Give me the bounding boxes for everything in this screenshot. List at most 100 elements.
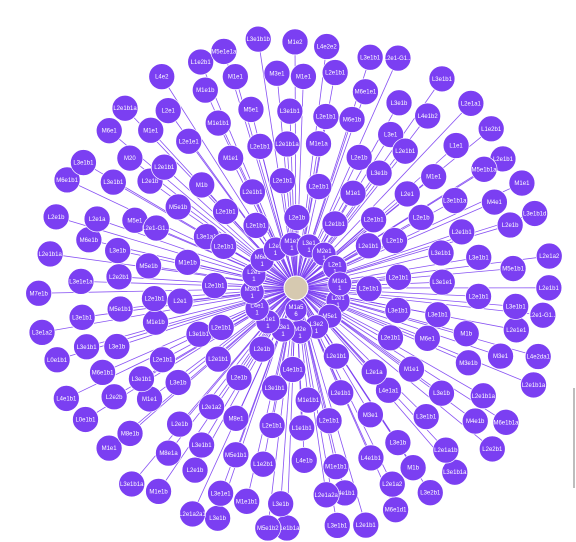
graph-node[interactable]: M1b: [399, 454, 427, 482]
graph-node[interactable]: L2e1e1: [502, 316, 530, 344]
graph-node[interactable]: M1e1b: [145, 478, 172, 505]
graph-node[interactable]: L3e1b1: [128, 365, 155, 393]
node-circle[interactable]: [457, 90, 485, 117]
node-circle[interactable]: [222, 441, 250, 469]
node-circle[interactable]: [496, 211, 524, 239]
graph-node[interactable]: L4e1b2: [414, 102, 442, 130]
node-circle[interactable]: [378, 470, 406, 498]
graph-node[interactable]: L3e1b1: [356, 43, 384, 71]
node-circle[interactable]: [207, 479, 234, 507]
node-circle[interactable]: [70, 149, 97, 176]
graph-node[interactable]: L2e1a: [83, 205, 111, 233]
node-circle[interactable]: [207, 314, 235, 341]
node-circle[interactable]: [52, 385, 80, 412]
node-circle[interactable]: [73, 333, 100, 361]
node-circle[interactable]: [478, 435, 506, 463]
node-circle[interactable]: [248, 335, 276, 363]
node-circle[interactable]: [221, 63, 249, 91]
node-circle[interactable]: [210, 38, 238, 65]
node-circle[interactable]: [116, 144, 144, 172]
graph-node[interactable]: L2e1b: [166, 410, 193, 438]
graph-node[interactable]: L3e1b1: [73, 333, 100, 361]
graph-node[interactable]: M7e1b: [25, 279, 53, 307]
node-circle[interactable]: [95, 434, 123, 462]
node-circle[interactable]: [322, 453, 350, 480]
node-circle[interactable]: [149, 346, 176, 374]
node-circle[interactable]: [521, 200, 549, 227]
node-circle[interactable]: [469, 382, 497, 410]
node-circle[interactable]: [244, 25, 272, 53]
graph-node[interactable]: L2e1: [393, 180, 421, 208]
node-circle[interactable]: [237, 96, 265, 123]
graph-node[interactable]: M1e1: [217, 144, 245, 172]
node-circle[interactable]: [315, 407, 343, 435]
node-circle[interactable]: [339, 179, 367, 207]
node-circle[interactable]: [492, 408, 520, 436]
graph-node[interactable]: L2e2b: [100, 383, 128, 411]
node-circle[interactable]: [263, 59, 291, 87]
graph-node[interactable]: L3e1b1: [465, 243, 493, 271]
node-circle[interactable]: [118, 470, 146, 498]
node-circle[interactable]: [210, 232, 238, 260]
node-circle[interactable]: [242, 212, 270, 239]
graph-node[interactable]: L2e1b1: [204, 345, 232, 373]
graph-node[interactable]: M5e1b: [135, 252, 162, 280]
graph-node[interactable]: L3e1b: [103, 333, 131, 360]
node-circle[interactable]: [393, 180, 421, 208]
graph-node[interactable]: L2e1b: [407, 204, 435, 231]
graph-node[interactable]: L3e1b1: [412, 403, 440, 430]
node-circle[interactable]: [312, 481, 340, 509]
node-circle[interactable]: [128, 365, 155, 393]
node-circle[interactable]: [365, 159, 393, 187]
node-circle[interactable]: [352, 78, 379, 106]
graph-node[interactable]: L3e1b1: [502, 293, 530, 320]
graph-node[interactable]: L3e1b1: [99, 168, 127, 196]
graph-node[interactable]: L2e1b: [496, 211, 524, 239]
node-circle[interactable]: [269, 167, 296, 195]
node-circle[interactable]: [424, 301, 452, 329]
node-circle[interactable]: [28, 319, 56, 346]
node-circle[interactable]: [204, 109, 232, 137]
graph-node[interactable]: L3e1b: [267, 490, 295, 518]
hub-node[interactable]: [283, 275, 309, 301]
graph-node[interactable]: L0e1b1: [72, 406, 99, 433]
node-circle[interactable]: [99, 168, 127, 196]
graph-node[interactable]: L2e1b1a: [36, 240, 64, 268]
graph-node[interactable]: L2e1b1: [305, 173, 333, 200]
graph-node[interactable]: L2e1b1: [355, 232, 382, 260]
graph-node[interactable]: L3e1b1: [384, 297, 412, 324]
graph-node[interactable]: L3e1e1a: [67, 268, 95, 295]
graph-node[interactable]: M3e1: [263, 59, 291, 87]
node-circle[interactable]: [288, 414, 316, 442]
graph-node[interactable]: L2e1b1: [352, 511, 380, 539]
node-circle[interactable]: [222, 404, 250, 432]
node-circle[interactable]: [150, 153, 178, 181]
node-circle[interactable]: [258, 412, 286, 439]
node-circle[interactable]: [413, 324, 441, 352]
node-circle[interactable]: [441, 187, 469, 214]
node-circle[interactable]: [428, 268, 456, 296]
graph-node[interactable]: L2e1b1: [210, 232, 238, 260]
graph-node[interactable]: M1e1b1: [233, 487, 261, 515]
node-circle[interactable]: [175, 127, 203, 155]
node-circle[interactable]: [188, 171, 216, 199]
node-circle[interactable]: [103, 333, 131, 360]
node-circle[interactable]: [279, 356, 307, 383]
graph-node[interactable]: M5e1e1a: [210, 38, 238, 65]
graph-node[interactable]: L2e1b: [181, 456, 209, 484]
node-circle[interactable]: [323, 342, 350, 370]
graph-node[interactable]: L2e1b1: [315, 407, 343, 435]
node-circle[interactable]: [67, 268, 95, 295]
graph-node[interactable]: M5e1b: [164, 193, 192, 221]
graph-node[interactable]: L4e2: [148, 63, 176, 90]
node-circle[interactable]: [313, 33, 341, 60]
node-circle[interactable]: [465, 243, 493, 271]
graph-node[interactable]: L2e1b1: [150, 153, 178, 181]
node-circle[interactable]: [312, 103, 340, 130]
graph-node[interactable]: M4e1b: [461, 407, 489, 435]
graph-node[interactable]: M1e1: [420, 163, 448, 190]
node-circle[interactable]: [535, 242, 563, 270]
graph-node[interactable]: L2e1b1: [360, 206, 387, 234]
node-circle[interactable]: [477, 115, 505, 143]
node-circle[interactable]: [391, 137, 419, 165]
